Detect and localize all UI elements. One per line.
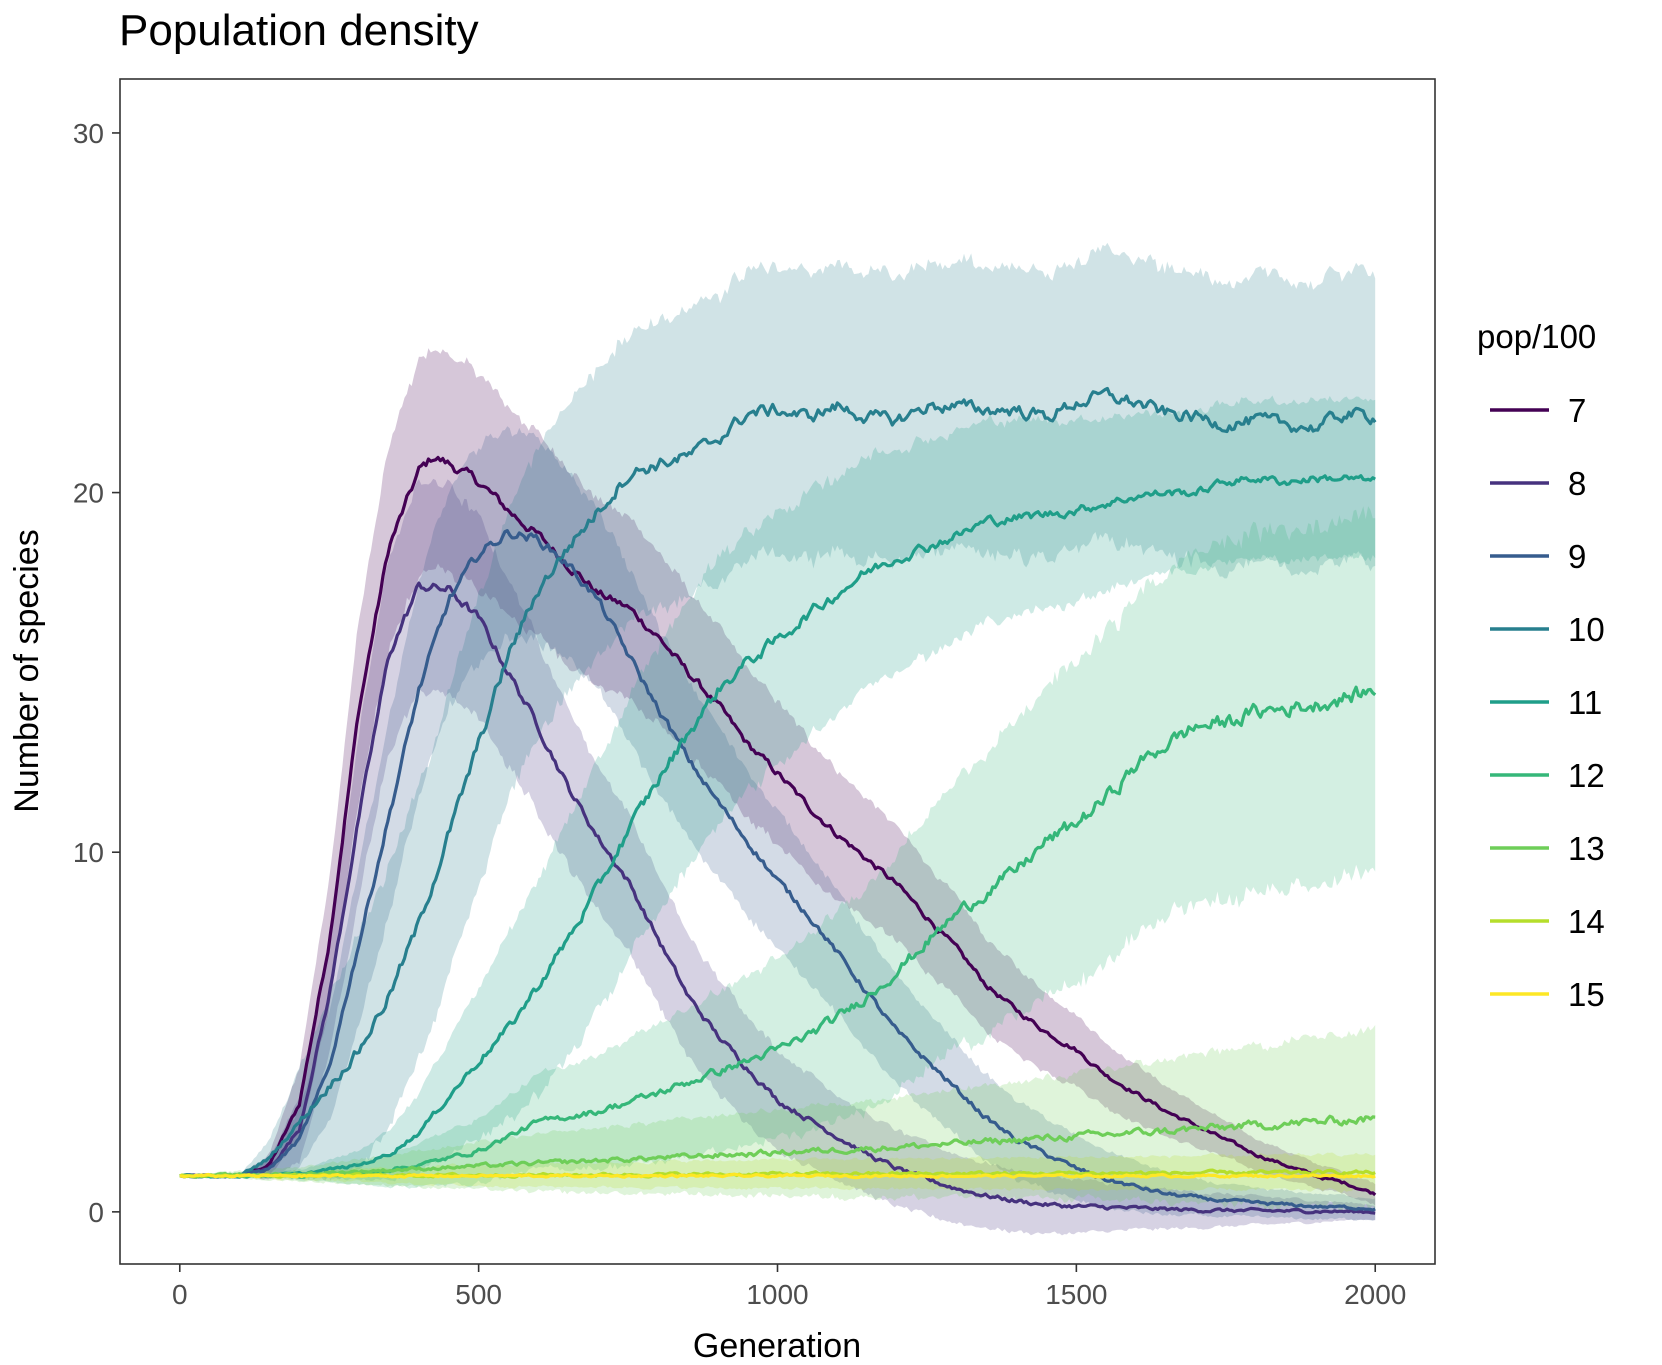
x-tick-label: 0 bbox=[172, 1279, 188, 1310]
ribbon-10 bbox=[179, 242, 1376, 1181]
x-axis: 0 500 1000 1500 2000 bbox=[172, 1264, 1406, 1310]
y-axis-title: Number of species bbox=[8, 529, 46, 812]
x-tick-label: 2000 bbox=[1344, 1279, 1406, 1310]
ribbon-9 bbox=[179, 426, 1376, 1221]
legend-label-11: 11 bbox=[1568, 684, 1602, 721]
legend-label-12: 12 bbox=[1568, 757, 1605, 794]
ribbon-8 bbox=[179, 478, 1376, 1236]
series-line-13 bbox=[179, 1114, 1376, 1179]
legend: 7 8 9 10 11 12 13 14 15 bbox=[1490, 392, 1605, 1013]
x-tick-label: 1000 bbox=[746, 1279, 808, 1310]
series-line-11 bbox=[179, 474, 1376, 1179]
ribbon-12 bbox=[179, 506, 1376, 1189]
series-line-10 bbox=[179, 386, 1377, 1179]
series-lines bbox=[179, 386, 1377, 1215]
y-tick-label: 30 bbox=[73, 118, 104, 149]
legend-title: pop/100 bbox=[1477, 318, 1596, 355]
legend-label-8: 8 bbox=[1568, 465, 1586, 502]
legend-label-9: 9 bbox=[1568, 538, 1586, 575]
y-tick-label: 20 bbox=[73, 478, 104, 509]
ribbon-7 bbox=[179, 348, 1376, 1206]
legend-label-13: 13 bbox=[1568, 830, 1605, 867]
confidence-ribbons bbox=[179, 242, 1376, 1236]
legend-label-14: 14 bbox=[1568, 903, 1605, 940]
legend-label-10: 10 bbox=[1568, 611, 1605, 648]
series-line-12 bbox=[179, 685, 1377, 1179]
series-line-8 bbox=[179, 581, 1376, 1215]
x-tick-label: 1500 bbox=[1045, 1279, 1107, 1310]
y-tick-label: 10 bbox=[73, 837, 104, 868]
y-tick-label: 0 bbox=[88, 1197, 104, 1228]
series-line-7 bbox=[179, 455, 1377, 1197]
series-line-15 bbox=[179, 1172, 1376, 1180]
series-line-9 bbox=[179, 529, 1376, 1212]
x-axis-title: Generation bbox=[693, 1327, 861, 1365]
legend-label-15: 15 bbox=[1568, 976, 1605, 1013]
x-tick-label: 500 bbox=[455, 1279, 502, 1310]
legend-label-7: 7 bbox=[1568, 392, 1586, 429]
chart-title: Population density bbox=[119, 6, 479, 55]
y-axis: 0 10 20 30 bbox=[73, 118, 120, 1228]
ribbon-11 bbox=[179, 395, 1376, 1182]
